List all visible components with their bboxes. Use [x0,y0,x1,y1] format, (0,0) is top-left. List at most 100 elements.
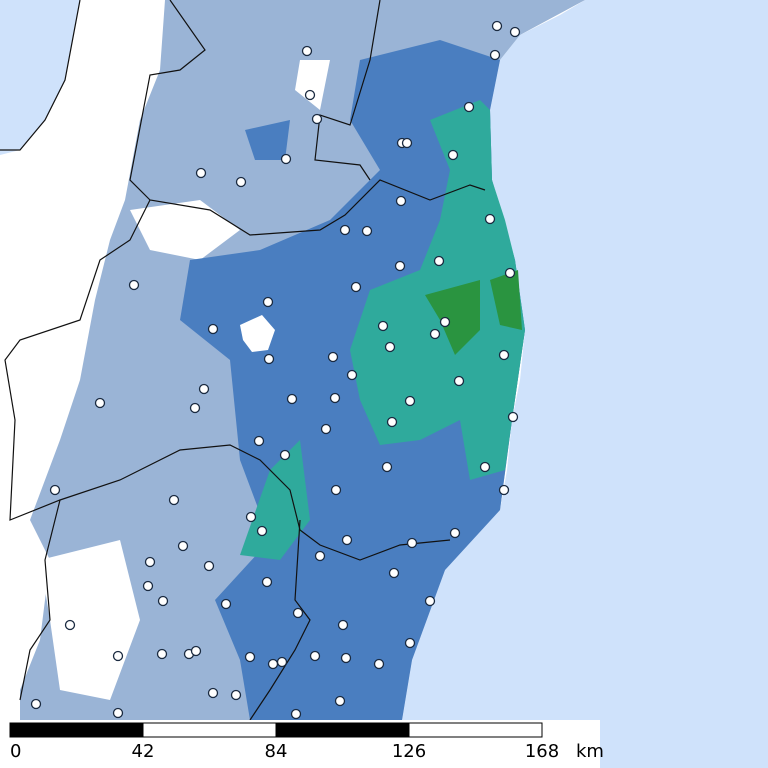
station [207,323,219,335]
border [129,0,486,236]
station [329,392,341,404]
station [286,393,298,405]
station [49,484,61,496]
station [64,619,76,631]
station [340,652,352,664]
station [198,383,210,395]
station [504,267,516,279]
station [479,461,491,473]
station [327,351,339,363]
scale-label: 0 [10,741,21,762]
station [350,281,362,293]
station [168,494,180,506]
station [498,349,510,361]
scale-segment [142,722,277,738]
station [433,255,445,267]
station [404,395,416,407]
station [453,375,465,387]
zone-medium [245,120,290,160]
station [267,658,279,670]
station [280,153,292,165]
station [489,49,501,61]
station [244,651,256,663]
station [235,176,247,188]
station [279,449,291,461]
station [190,645,202,657]
station [394,260,406,272]
station [341,534,353,546]
station [346,369,358,381]
scale-segment [408,722,543,738]
station [424,595,436,607]
station [334,695,346,707]
station [276,656,288,668]
station [373,658,385,670]
scale-label: 168 [525,741,559,762]
station [384,341,396,353]
scale-unit: km [576,741,604,762]
station [220,598,232,610]
station [256,525,268,537]
station [447,149,459,161]
station [144,556,156,568]
station [388,567,400,579]
zone-teal [350,100,525,480]
station [263,353,275,365]
station [203,560,215,572]
station [30,698,42,710]
scale-label: 84 [265,741,288,762]
station [337,619,349,631]
station [401,137,413,149]
station [377,320,389,332]
station [301,45,313,57]
station [320,423,332,435]
station [330,484,342,496]
station [157,595,169,607]
station [142,580,154,592]
border [19,499,61,701]
station [449,527,461,539]
station [314,550,326,562]
station [429,328,441,340]
station [156,648,168,660]
station [309,650,321,662]
station [491,20,503,32]
station [395,195,407,207]
station [339,224,351,236]
scale-label: 126 [392,741,426,762]
station [484,213,496,225]
station [404,637,416,649]
station [439,316,451,328]
lake [240,315,275,352]
station [230,689,242,701]
station [381,461,393,473]
zone-green [425,270,522,355]
station [463,101,475,113]
station [386,416,398,428]
station [498,484,510,496]
station [112,707,124,719]
station [290,708,302,720]
station [261,576,273,588]
station [304,89,316,101]
border [249,519,311,721]
scale-bar: km 0 42 84 126 168 [9,722,604,762]
station [262,296,274,308]
station [311,113,323,125]
station [507,411,519,423]
coastline [0,0,81,151]
station [112,650,124,662]
station [245,511,257,523]
station [94,397,106,409]
border [4,199,451,561]
stations [30,20,521,720]
station [195,167,207,179]
station [292,607,304,619]
station [406,537,418,549]
land-white [40,60,330,700]
station [253,435,265,447]
station [128,279,140,291]
scale-label: 42 [132,741,155,762]
